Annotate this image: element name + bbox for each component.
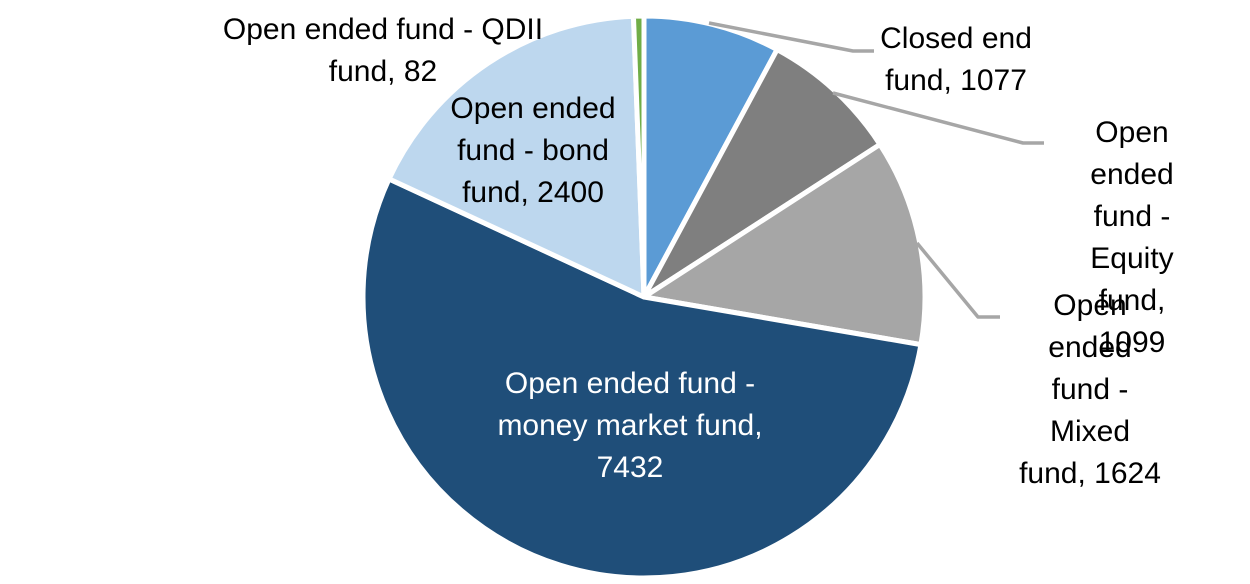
pie-slice-open-ended-money-market-fund [360,176,924,581]
leader-line-closed-end-fund [708,21,874,53]
pie-slices-group [360,13,928,581]
leader-line-mixed-fund [915,241,1000,319]
pie-label-mixed-fund: Open ended fund - Mixed fund, 1624 [1019,289,1161,490]
pie-slice-open-ended-equity-fund [641,47,883,300]
pie-label-equity-fund: Open ended fund - Equity fund, 1099 [1090,116,1174,359]
pie-slice-open-ended-bond-fund [386,13,647,300]
pie-slice-open-ended-mixed-fund [641,141,928,348]
leader-line-equity-fund [832,91,1044,145]
pie-slice-open-ended-qdii-fund [630,13,647,300]
pie-label-closed-end-fund: Closed end fund, 1077 [880,22,1032,97]
pie-label-qdii-fund: Open ended fund - QDII fund, 82 [222,13,544,88]
pie-label-money-market-fund: Open ended fund - money market fund, 743… [497,367,763,484]
pie-label-bond-fund: Open ended fund - bond fund, 2400 [450,92,616,209]
